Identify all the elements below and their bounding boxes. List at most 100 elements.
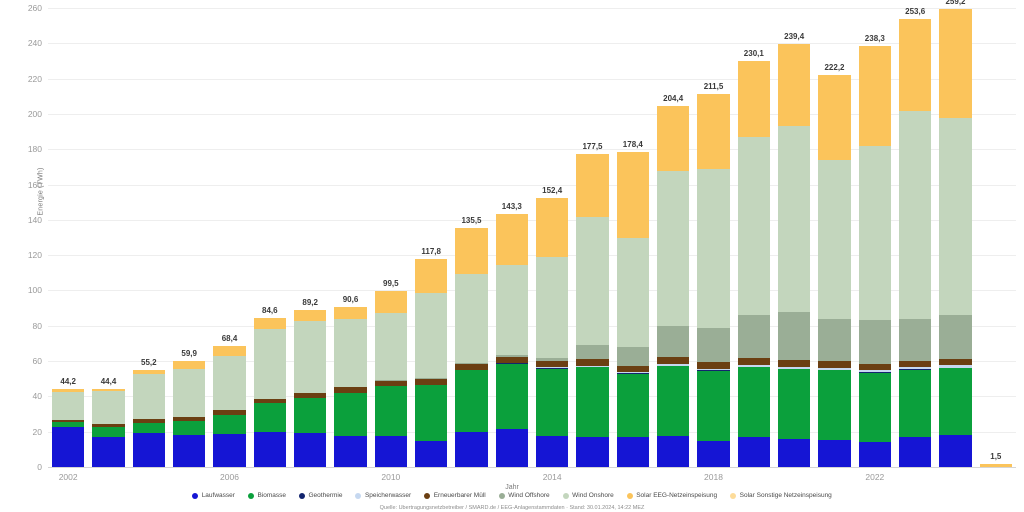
bar-column[interactable]: 259,2 xyxy=(939,0,972,467)
bar-segment[interactable] xyxy=(697,328,730,362)
bar-segment[interactable] xyxy=(939,9,972,118)
bar-segment[interactable] xyxy=(858,145,891,321)
bar-segment[interactable] xyxy=(778,125,811,313)
bar-segment[interactable] xyxy=(132,369,165,375)
bar-segment[interactable] xyxy=(697,370,730,441)
bar-segment[interactable] xyxy=(173,369,206,418)
bar-segment[interactable] xyxy=(939,365,972,368)
legend-item[interactable]: Laufwasser xyxy=(192,492,235,499)
bar-segment[interactable] xyxy=(374,386,407,436)
bar-column[interactable]: 84,6 xyxy=(253,306,286,467)
bar-segment[interactable] xyxy=(294,433,327,467)
bar-segment[interactable] xyxy=(576,365,609,368)
bar-segment[interactable] xyxy=(495,354,528,357)
bar-segment[interactable] xyxy=(536,360,569,368)
bar-segment[interactable] xyxy=(858,320,891,364)
bar-segment[interactable] xyxy=(657,435,690,467)
bar-segment[interactable] xyxy=(657,326,690,358)
bar-segment[interactable] xyxy=(495,356,528,363)
bar-segment[interactable] xyxy=(132,419,165,423)
bar-segment[interactable] xyxy=(858,46,891,146)
bar-segment[interactable] xyxy=(818,74,851,161)
bar-segment[interactable] xyxy=(536,257,569,359)
bar-segment[interactable] xyxy=(939,117,972,315)
bar-segment[interactable] xyxy=(52,427,85,467)
bar-segment[interactable] xyxy=(294,321,327,393)
bar-column[interactable]: 222,2 xyxy=(818,63,851,467)
bar-segment[interactable] xyxy=(778,312,811,360)
bar-segment[interactable] xyxy=(616,371,649,374)
bar-segment[interactable] xyxy=(455,363,488,370)
bar-segment[interactable] xyxy=(737,364,770,367)
bar-segment[interactable] xyxy=(334,435,367,467)
bar-column[interactable]: 135,5 xyxy=(455,216,488,467)
legend-item[interactable]: Wind Offshore xyxy=(498,492,550,499)
bar-segment[interactable] xyxy=(818,368,851,371)
bar-segment[interactable] xyxy=(818,361,851,369)
bar-segment[interactable] xyxy=(132,433,165,467)
bar-segment[interactable] xyxy=(818,160,851,320)
bar-column[interactable]: 238,3 xyxy=(858,34,891,467)
bar-segment[interactable] xyxy=(495,428,528,467)
bar-segment[interactable] xyxy=(253,317,286,329)
bar-column[interactable]: 55,2 xyxy=(132,358,165,467)
bar-column[interactable]: 1,5 xyxy=(979,452,1012,467)
bar-column[interactable]: 68,4 xyxy=(213,334,246,467)
bar-segment[interactable] xyxy=(294,309,327,322)
bar-segment[interactable] xyxy=(132,422,165,434)
bar-column[interactable]: 143,3 xyxy=(495,202,528,467)
bar-column[interactable]: 89,2 xyxy=(294,298,327,467)
bar-segment[interactable] xyxy=(899,19,932,112)
bar-segment[interactable] xyxy=(778,359,811,367)
bar-segment[interactable] xyxy=(939,368,972,435)
bar-segment[interactable] xyxy=(697,362,730,369)
legend-item[interactable]: Solar EEG-Netzeinspeisung xyxy=(626,492,717,499)
bar-segment[interactable] xyxy=(899,369,932,437)
bar-segment[interactable] xyxy=(334,392,367,436)
bar-segment[interactable] xyxy=(455,370,488,433)
bar-column[interactable]: 152,4 xyxy=(536,186,569,467)
bar-segment[interactable] xyxy=(657,171,690,327)
bar-segment[interactable] xyxy=(495,264,528,355)
bar-segment[interactable] xyxy=(495,363,528,429)
bar-column[interactable]: 178,4 xyxy=(616,140,649,467)
legend-item[interactable]: Speicherwasser xyxy=(355,492,411,499)
bar-column[interactable]: 59,9 xyxy=(173,349,206,467)
bar-segment[interactable] xyxy=(294,392,327,398)
bar-column[interactable]: 99,5 xyxy=(374,279,407,467)
bar-segment[interactable] xyxy=(697,168,730,329)
bar-segment[interactable] xyxy=(495,214,528,265)
bar-segment[interactable] xyxy=(616,238,649,347)
bar-segment[interactable] xyxy=(899,111,932,320)
bar-segment[interactable] xyxy=(899,319,932,361)
bar-segment[interactable] xyxy=(737,358,770,365)
bar-segment[interactable] xyxy=(697,440,730,467)
bar-segment[interactable] xyxy=(173,361,206,370)
legend-item[interactable]: Geothermie xyxy=(298,492,342,499)
bar-segment[interactable] xyxy=(778,368,811,440)
bar-segment[interactable] xyxy=(979,464,1012,467)
bar-segment[interactable] xyxy=(213,346,246,357)
bar-segment[interactable] xyxy=(334,307,367,320)
bar-segment[interactable] xyxy=(213,410,246,415)
bar-segment[interactable] xyxy=(253,403,286,432)
bar-column[interactable]: 211,5 xyxy=(697,82,730,467)
bar-segment[interactable] xyxy=(253,328,286,399)
bar-segment[interactable] xyxy=(939,434,972,467)
bar-segment[interactable] xyxy=(132,374,165,420)
bar-segment[interactable] xyxy=(858,372,891,442)
bar-segment[interactable] xyxy=(213,356,246,411)
bar-segment[interactable] xyxy=(173,434,206,467)
bar-segment[interactable] xyxy=(92,388,125,392)
bar-segment[interactable] xyxy=(576,437,609,467)
bar-segment[interactable] xyxy=(616,437,649,467)
bar-column[interactable]: 44,2 xyxy=(52,377,85,467)
bar-column[interactable]: 117,8 xyxy=(415,247,448,467)
bar-segment[interactable] xyxy=(697,93,730,169)
bar-segment[interactable] xyxy=(616,346,649,366)
bar-segment[interactable] xyxy=(657,363,690,366)
bar-segment[interactable] xyxy=(92,424,125,428)
bar-segment[interactable] xyxy=(657,106,690,172)
bar-segment[interactable] xyxy=(818,319,851,362)
bar-segment[interactable] xyxy=(858,441,891,467)
